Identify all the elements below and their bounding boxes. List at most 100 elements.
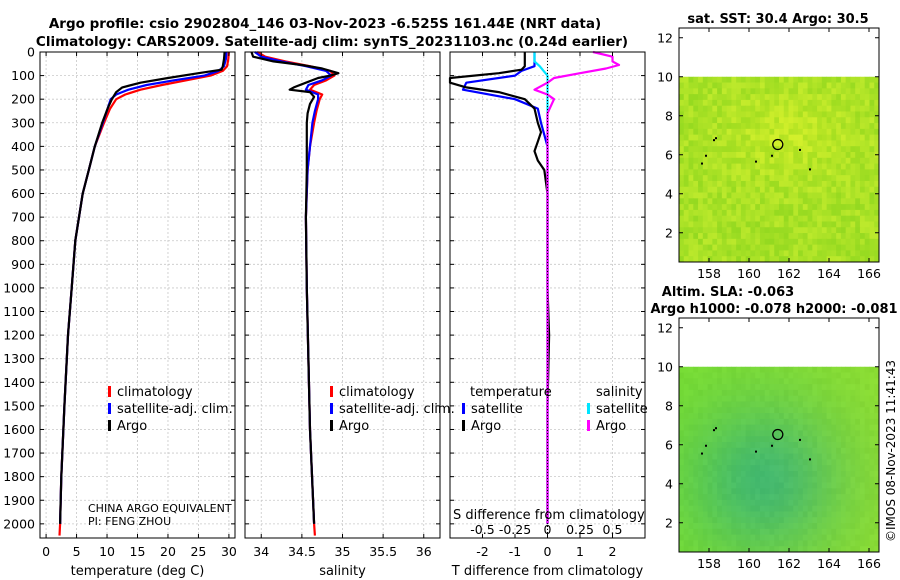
heatmap-cell	[788, 424, 794, 431]
heatmap-cell	[731, 209, 737, 217]
heatmap-cell	[821, 407, 828, 414]
heatmap-cell	[783, 105, 789, 112]
heatmap-cell	[788, 134, 794, 141]
heatmap-cell	[798, 488, 804, 495]
heatmap-cell	[864, 140, 870, 147]
heatmap-cell	[864, 407, 870, 414]
heatmap-cell	[798, 418, 804, 426]
heatmap-cell	[698, 186, 704, 193]
heatmap-cell	[707, 436, 713, 443]
heatmap-cell	[869, 488, 875, 495]
heatmap-cell	[836, 430, 842, 437]
heatmap-cell	[807, 407, 813, 414]
heatmap-cell	[845, 384, 851, 391]
heatmap-cell	[802, 123, 808, 130]
heatmap-cell	[855, 488, 861, 495]
heatmap-cell	[850, 442, 856, 449]
heatmap-cell	[874, 540, 880, 547]
heatmap-cell	[712, 413, 718, 420]
heatmap-cell	[736, 476, 742, 483]
heatmap-cell	[736, 540, 742, 547]
heatmap-cell	[836, 453, 842, 460]
heatmap-cell	[683, 459, 689, 466]
heatmap-cell	[821, 209, 828, 217]
heatmap-cell	[769, 378, 775, 385]
heatmap-cell	[779, 476, 785, 483]
heatmap-cell	[864, 163, 870, 170]
heatmap-cell	[874, 372, 880, 379]
heatmap-cell	[826, 465, 832, 472]
x-tick-label: 5	[73, 544, 81, 559]
heatmap-cell	[821, 198, 828, 205]
heatmap-cell	[807, 244, 813, 251]
heatmap-cell	[840, 111, 847, 118]
heatmap-cell	[688, 163, 694, 170]
heatmap-cell	[840, 94, 847, 101]
heatmap-cell	[802, 424, 808, 431]
heatmap-cell	[721, 395, 728, 402]
heatmap-cell	[740, 476, 747, 483]
heatmap-cell	[745, 378, 751, 385]
heatmap-cell	[683, 453, 689, 460]
heatmap-cell	[864, 540, 870, 547]
heatmap-cell	[721, 180, 728, 188]
heatmap-cell	[764, 517, 770, 524]
heatmap-cell	[683, 233, 689, 240]
heatmap-cell	[812, 447, 818, 454]
heatmap-cell	[679, 523, 685, 530]
heatmap-cell	[859, 105, 866, 112]
heatmap-cell	[702, 82, 708, 89]
heatmap-cell	[693, 192, 699, 199]
heatmap-cell	[779, 436, 785, 443]
heatmap-cell	[855, 499, 861, 507]
x-tick-label: 162	[777, 266, 801, 281]
heatmap-cell	[698, 111, 704, 118]
heatmap-cell	[774, 401, 780, 408]
heatmap-cell	[679, 111, 685, 118]
heatmap-cell	[707, 198, 713, 205]
heatmap-cell	[698, 204, 704, 211]
heatmap-cell	[817, 407, 823, 414]
heatmap-cell	[721, 123, 728, 130]
heatmap-cell	[774, 204, 780, 211]
heatmap-cell	[698, 401, 704, 408]
heatmap-cell	[769, 395, 775, 402]
heatmap-cell	[755, 134, 761, 141]
heatmap-cell	[845, 453, 851, 460]
heatmap-cell	[750, 163, 756, 170]
heatmap-cell	[826, 459, 832, 466]
heatmap-cell	[759, 465, 766, 472]
heatmap-cell	[788, 482, 794, 489]
heatmap-cell	[788, 389, 794, 397]
heatmap-cell	[836, 117, 842, 124]
heatmap-cell	[698, 221, 704, 228]
heatmap-cell	[683, 505, 689, 512]
heatmap-cell	[721, 204, 728, 211]
heatmap-cell	[769, 88, 775, 95]
heatmap-cell	[798, 366, 804, 373]
heatmap-cell	[755, 204, 761, 211]
heatmap-cell	[764, 209, 770, 217]
y-tick-label: 1900	[3, 493, 35, 508]
heatmap-cell	[855, 395, 861, 402]
heatmap-cell	[736, 389, 742, 397]
heatmap-cell	[807, 453, 813, 460]
heatmap-cell	[698, 540, 704, 547]
heatmap-cell	[831, 389, 837, 397]
heatmap-cell	[840, 395, 847, 402]
heatmap-cell	[869, 442, 875, 449]
heatmap-cell	[859, 389, 866, 397]
heatmap-cell	[817, 395, 823, 402]
heatmap-cell	[755, 152, 761, 159]
heatmap-cell	[755, 378, 761, 385]
heatmap-cell	[764, 499, 770, 507]
heatmap-cell	[702, 227, 708, 234]
heatmap-cell	[788, 105, 794, 112]
heatmap-cell	[707, 476, 713, 483]
heatmap-cell	[769, 82, 775, 89]
heatmap-cell	[783, 209, 789, 217]
heatmap-cell	[774, 134, 780, 141]
heatmap-cell	[750, 99, 756, 107]
heatmap-cell	[821, 523, 828, 530]
heatmap-cell	[874, 384, 880, 391]
